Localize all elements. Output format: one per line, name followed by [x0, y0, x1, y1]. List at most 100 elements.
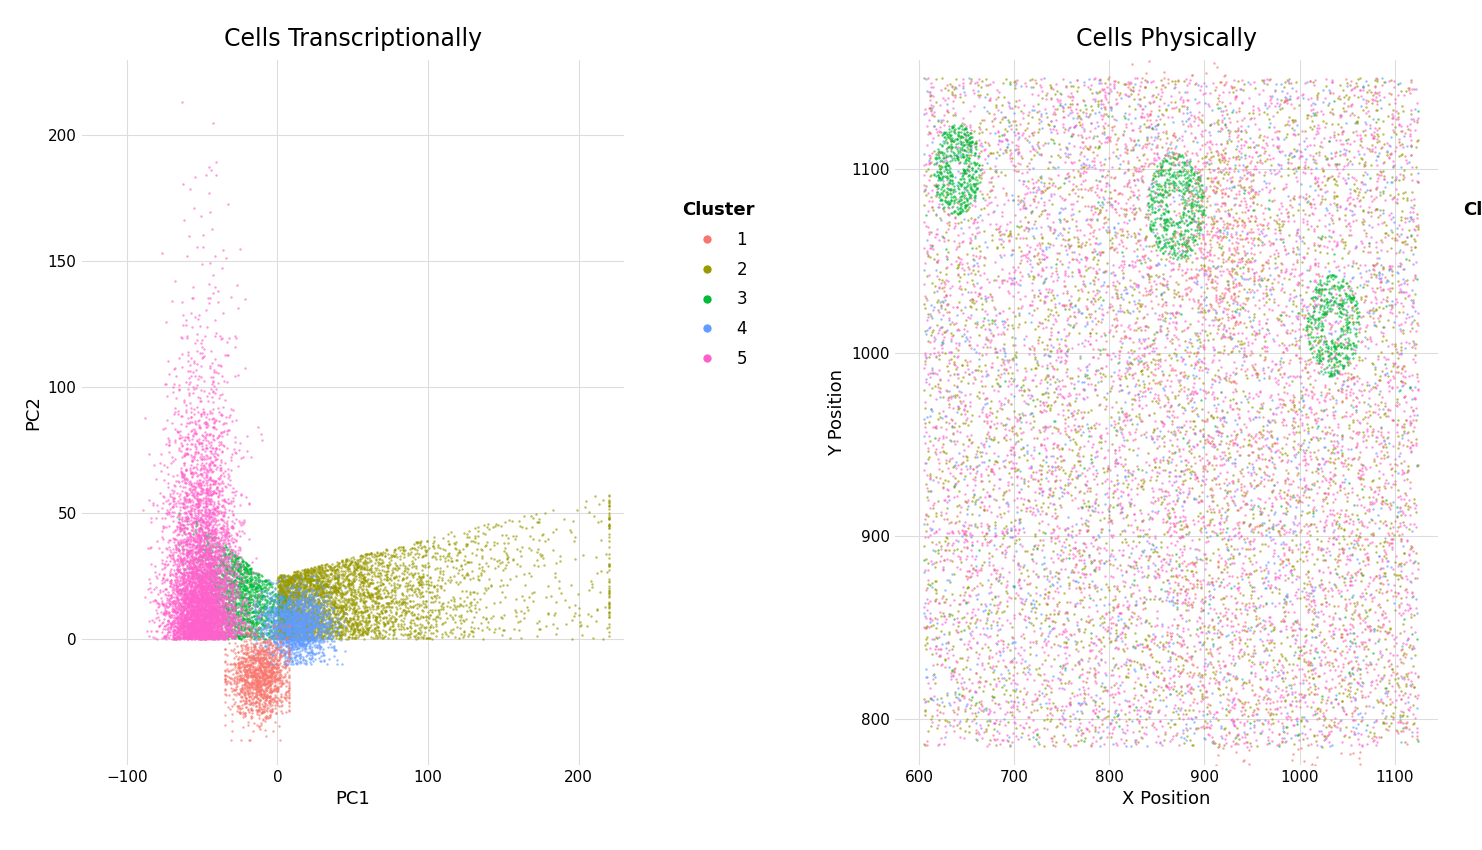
- Point: [341, 617, 365, 631]
- Point: [1146, 129, 1169, 143]
- Point: [282, 615, 305, 628]
- Point: [1132, 159, 1156, 173]
- Point: [170, 466, 194, 479]
- Point: [165, 573, 188, 586]
- Point: [175, 537, 199, 551]
- Point: [1165, 458, 1189, 472]
- Point: [135, 625, 159, 638]
- Point: [1248, 477, 1272, 490]
- Point: [190, 574, 213, 587]
- Point: [1076, 252, 1100, 265]
- Point: [1052, 298, 1076, 312]
- Point: [1334, 176, 1358, 190]
- Point: [165, 588, 188, 602]
- Point: [996, 284, 1020, 298]
- Point: [210, 624, 234, 638]
- Point: [292, 598, 316, 612]
- Point: [1328, 297, 1352, 310]
- Point: [1249, 246, 1273, 259]
- Point: [1156, 236, 1180, 250]
- Point: [1122, 586, 1146, 599]
- Point: [1071, 93, 1095, 106]
- Point: [336, 579, 360, 592]
- Point: [1307, 283, 1331, 297]
- Point: [594, 547, 618, 561]
- Point: [1172, 202, 1196, 216]
- Point: [165, 538, 188, 552]
- Point: [162, 624, 185, 638]
- Point: [1304, 406, 1328, 420]
- Point: [1129, 323, 1153, 337]
- Point: [1331, 294, 1355, 308]
- Point: [1080, 705, 1104, 718]
- Point: [1107, 371, 1131, 384]
- Point: [1129, 110, 1153, 123]
- Point: [249, 688, 273, 701]
- Point: [277, 604, 301, 617]
- Point: [1200, 613, 1224, 626]
- Point: [406, 631, 430, 644]
- Point: [212, 609, 236, 623]
- Point: [247, 620, 271, 633]
- Point: [216, 552, 240, 565]
- Point: [1355, 320, 1378, 334]
- Point: [1181, 414, 1205, 428]
- Point: [1363, 713, 1387, 727]
- Point: [207, 612, 231, 626]
- Point: [1292, 581, 1316, 594]
- Point: [196, 515, 219, 529]
- Point: [203, 570, 227, 584]
- Point: [1273, 326, 1297, 339]
- Point: [176, 568, 200, 581]
- Point: [242, 579, 265, 592]
- Point: [1400, 293, 1424, 307]
- Point: [277, 677, 301, 690]
- Point: [502, 532, 526, 546]
- Point: [267, 594, 290, 608]
- Point: [1083, 666, 1107, 680]
- Point: [1346, 334, 1369, 348]
- Point: [182, 615, 206, 629]
- Point: [295, 607, 319, 620]
- Point: [1178, 337, 1202, 350]
- Point: [1368, 571, 1392, 585]
- Point: [1166, 738, 1190, 751]
- Point: [234, 593, 258, 607]
- Point: [1018, 391, 1042, 405]
- Point: [1360, 513, 1384, 526]
- Point: [165, 563, 188, 576]
- Point: [1024, 498, 1048, 512]
- Point: [971, 319, 994, 332]
- Point: [206, 631, 230, 644]
- Point: [510, 632, 534, 645]
- Point: [187, 624, 210, 638]
- Point: [301, 651, 325, 665]
- Point: [408, 623, 431, 637]
- Point: [1355, 405, 1378, 418]
- Point: [1325, 279, 1349, 292]
- Point: [1307, 283, 1331, 297]
- Point: [345, 553, 369, 567]
- Point: [920, 543, 944, 557]
- Point: [202, 503, 225, 517]
- Point: [196, 570, 219, 583]
- Point: [1217, 374, 1240, 388]
- Point: [293, 588, 317, 602]
- Point: [971, 387, 994, 400]
- Point: [1114, 718, 1138, 732]
- Point: [305, 595, 329, 609]
- Point: [316, 617, 339, 631]
- Point: [218, 536, 242, 550]
- Point: [1037, 488, 1061, 502]
- Point: [1014, 544, 1037, 558]
- Point: [170, 617, 194, 631]
- Point: [218, 598, 242, 611]
- Point: [1266, 739, 1289, 752]
- Point: [305, 572, 329, 586]
- Point: [199, 585, 222, 598]
- Point: [1267, 217, 1291, 230]
- Point: [200, 494, 224, 507]
- Point: [990, 618, 1014, 632]
- Point: [316, 620, 339, 633]
- Point: [162, 514, 185, 528]
